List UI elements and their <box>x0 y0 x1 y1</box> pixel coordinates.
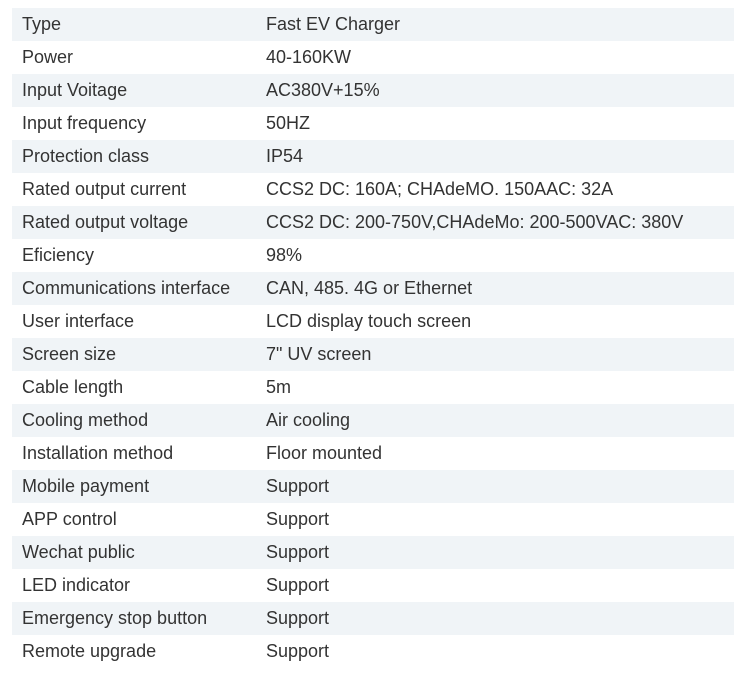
table-row: Cable length5m <box>12 371 734 404</box>
spec-label: Installation method <box>12 437 256 470</box>
spec-table: TypeFast EV Charger Power40-160KW Input … <box>12 8 734 668</box>
spec-label: Eficiency <box>12 239 256 272</box>
spec-label: Screen size <box>12 338 256 371</box>
spec-label: Remote upgrade <box>12 635 256 668</box>
table-row: Input VoitageAC380V+15% <box>12 74 734 107</box>
spec-label: Wechat public <box>12 536 256 569</box>
spec-label: Input Voitage <box>12 74 256 107</box>
spec-label: Rated output current <box>12 173 256 206</box>
spec-label: Protection class <box>12 140 256 173</box>
table-row: Eficiency98% <box>12 239 734 272</box>
spec-value: CCS2 DC: 200-750V,CHAdeMo: 200-500VAC: 3… <box>256 206 734 239</box>
spec-value: 7" UV screen <box>256 338 734 371</box>
table-row: Rated output voltageCCS2 DC: 200-750V,CH… <box>12 206 734 239</box>
spec-value: 98% <box>256 239 734 272</box>
spec-label: Cooling method <box>12 404 256 437</box>
spec-value: CCS2 DC: 160A; CHAdeMO. 150AAC: 32A <box>256 173 734 206</box>
spec-label: Input frequency <box>12 107 256 140</box>
spec-value: AC380V+15% <box>256 74 734 107</box>
spec-value: Support <box>256 536 734 569</box>
spec-label: Cable length <box>12 371 256 404</box>
table-row: Cooling methodAir cooling <box>12 404 734 437</box>
spec-value: Support <box>256 503 734 536</box>
spec-value: 50HZ <box>256 107 734 140</box>
spec-value: Support <box>256 569 734 602</box>
spec-value: LCD display touch screen <box>256 305 734 338</box>
spec-table-container: TypeFast EV Charger Power40-160KW Input … <box>0 0 750 682</box>
table-row: Mobile paymentSupport <box>12 470 734 503</box>
table-row: Screen size7" UV screen <box>12 338 734 371</box>
spec-table-body: TypeFast EV Charger Power40-160KW Input … <box>12 8 734 668</box>
spec-label: Power <box>12 41 256 74</box>
table-row: Installation methodFloor mounted <box>12 437 734 470</box>
spec-label: Type <box>12 8 256 41</box>
spec-value: Support <box>256 470 734 503</box>
spec-value: 40-160KW <box>256 41 734 74</box>
spec-value: Floor mounted <box>256 437 734 470</box>
spec-label: LED indicator <box>12 569 256 602</box>
spec-value: Support <box>256 602 734 635</box>
table-row: Wechat publicSupport <box>12 536 734 569</box>
table-row: Power40-160KW <box>12 41 734 74</box>
spec-label: APP control <box>12 503 256 536</box>
spec-value: 5m <box>256 371 734 404</box>
spec-label: Communications interface <box>12 272 256 305</box>
spec-label: Rated output voltage <box>12 206 256 239</box>
spec-label: Mobile payment <box>12 470 256 503</box>
spec-value: Support <box>256 635 734 668</box>
table-row: Protection classIP54 <box>12 140 734 173</box>
table-row: Emergency stop buttonSupport <box>12 602 734 635</box>
table-row: Rated output currentCCS2 DC: 160A; CHAde… <box>12 173 734 206</box>
table-row: Input frequency50HZ <box>12 107 734 140</box>
spec-label: Emergency stop button <box>12 602 256 635</box>
table-row: TypeFast EV Charger <box>12 8 734 41</box>
spec-value: Air cooling <box>256 404 734 437</box>
spec-value: Fast EV Charger <box>256 8 734 41</box>
table-row: User interfaceLCD display touch screen <box>12 305 734 338</box>
spec-value: CAN, 485. 4G or Ethernet <box>256 272 734 305</box>
table-row: Communications interfaceCAN, 485. 4G or … <box>12 272 734 305</box>
spec-value: IP54 <box>256 140 734 173</box>
table-row: Remote upgradeSupport <box>12 635 734 668</box>
table-row: LED indicatorSupport <box>12 569 734 602</box>
table-row: APP controlSupport <box>12 503 734 536</box>
spec-label: User interface <box>12 305 256 338</box>
